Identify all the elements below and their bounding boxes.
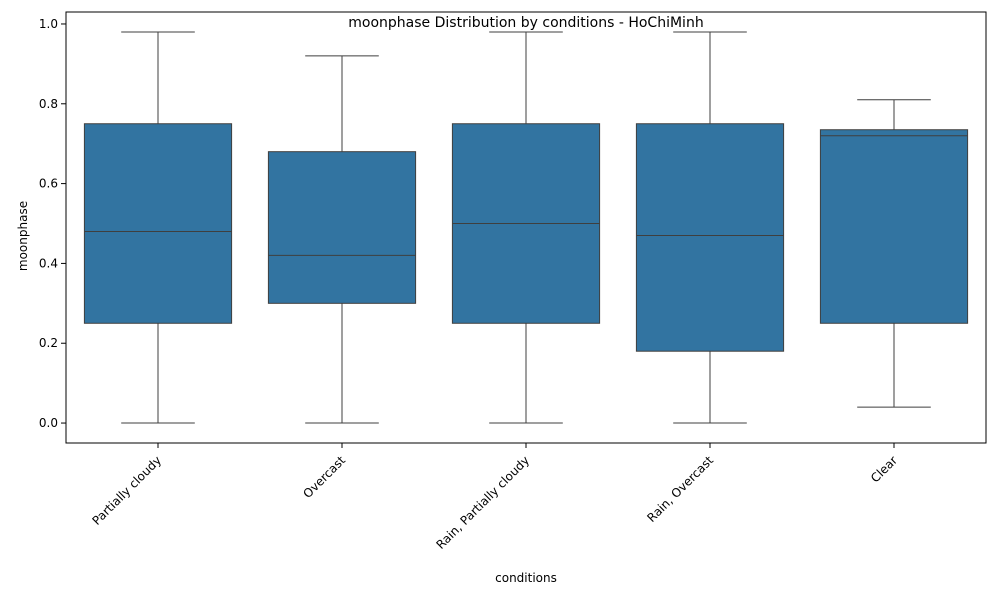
- y-tick-label: 0.4: [39, 256, 58, 270]
- y-tick-label: 0.2: [39, 336, 58, 350]
- box-group: [83, 31, 233, 424]
- box-group: [819, 99, 969, 408]
- iqr-box: [267, 151, 417, 304]
- y-tick-label: 1.0: [39, 17, 58, 31]
- y-tick-label: 0.8: [39, 97, 58, 111]
- iqr-box: [83, 123, 233, 324]
- y-tick-label: 0.0: [39, 416, 58, 430]
- plot-area: [83, 31, 969, 424]
- y-tick-label: 0.6: [39, 177, 58, 191]
- x-tick-label: Rain, Partially cloudy: [433, 453, 532, 552]
- box-group: [451, 31, 601, 424]
- x-axis-title: conditions: [495, 571, 557, 585]
- box-group: [635, 31, 785, 424]
- chart-title: moonphase Distribution by conditions - H…: [348, 15, 703, 31]
- iqr-box: [635, 123, 785, 352]
- x-tick-label: Rain, Overcast: [644, 453, 716, 525]
- x-axis: Partially cloudy Overcast Rain, Partially …: [89, 443, 900, 552]
- iqr-box: [819, 129, 969, 324]
- x-tick-label: Clear: [868, 453, 900, 485]
- x-tick-label: Partially cloudy: [89, 453, 164, 528]
- x-tick-label: Overcast: [300, 453, 348, 501]
- y-axis: 0.0 0.2 0.4 0.6 0.8 1.0: [39, 17, 66, 430]
- box-group: [267, 55, 417, 424]
- y-axis-title: moonphase: [16, 201, 30, 271]
